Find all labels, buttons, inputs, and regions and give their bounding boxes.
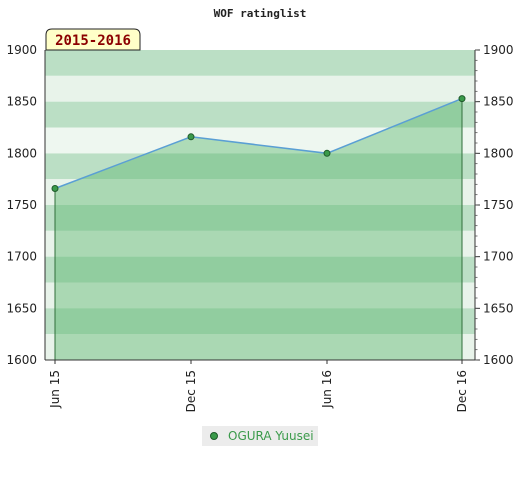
y-tick-label-right: 1650: [483, 301, 514, 315]
period-label: 2015-2016: [45, 28, 141, 51]
background-band: [45, 50, 475, 76]
series-area: [55, 98, 462, 360]
series-line: [54, 97, 463, 190]
x-axis: Jun 15 Dec 15 Jun 16 Dec 16: [48, 360, 469, 412]
y-tick-label-left: 1650: [6, 301, 37, 315]
background-band: [45, 75, 475, 102]
background-band: [45, 101, 475, 128]
y-tick-label-left: 1700: [6, 250, 37, 264]
legend-marker: [210, 432, 218, 440]
y-tick-label-right: 1900: [483, 43, 514, 57]
area-layer: [51, 95, 466, 360]
background-band: [45, 179, 475, 205]
legend-label: OGURA Yuusei: [228, 429, 314, 443]
x-tick-label: Jun 16: [320, 370, 334, 409]
y-tick-label-right: 1600: [483, 353, 514, 367]
background-band: [45, 256, 475, 283]
chart-title: WOF ratinglist: [214, 7, 307, 20]
y-tick-label-right: 1750: [483, 198, 514, 212]
y-axis-left: 1600 1650 1700 1750 1800 1850 1900: [6, 43, 37, 367]
y-tick-label-left: 1600: [6, 353, 37, 367]
data-point: [458, 95, 466, 103]
background-band: [45, 127, 475, 154]
y-tick-label-left: 1900: [6, 43, 37, 57]
legend: OGURA Yuusei: [202, 426, 318, 446]
background-band: [45, 230, 475, 257]
background-band: [45, 153, 475, 180]
background-band: [45, 334, 475, 360]
background-band: [45, 282, 475, 309]
data-point: [323, 149, 331, 157]
x-tick-label: Dec 15: [184, 370, 198, 412]
y-tick-label-left: 1800: [6, 146, 37, 160]
background-band: [45, 205, 475, 231]
period-label-text: 2015-2016: [55, 33, 131, 49]
y-tick-label-right: 1800: [483, 146, 514, 160]
y-tick-label-left: 1750: [6, 198, 37, 212]
y-axis-right: 1600 1650 1700 1750 1800 1850 1900: [475, 43, 514, 367]
y-tick-label-right: 1700: [483, 250, 514, 264]
y-tick-label-left: 1850: [6, 95, 37, 109]
background-band: [45, 308, 475, 335]
y-tick-label-right: 1850: [483, 95, 514, 109]
data-point: [51, 185, 59, 192]
background-bands: [45, 50, 475, 360]
x-tick-label: Jun 15: [48, 370, 62, 409]
data-point: [187, 133, 195, 141]
x-tick-label: Dec 16: [455, 370, 469, 412]
